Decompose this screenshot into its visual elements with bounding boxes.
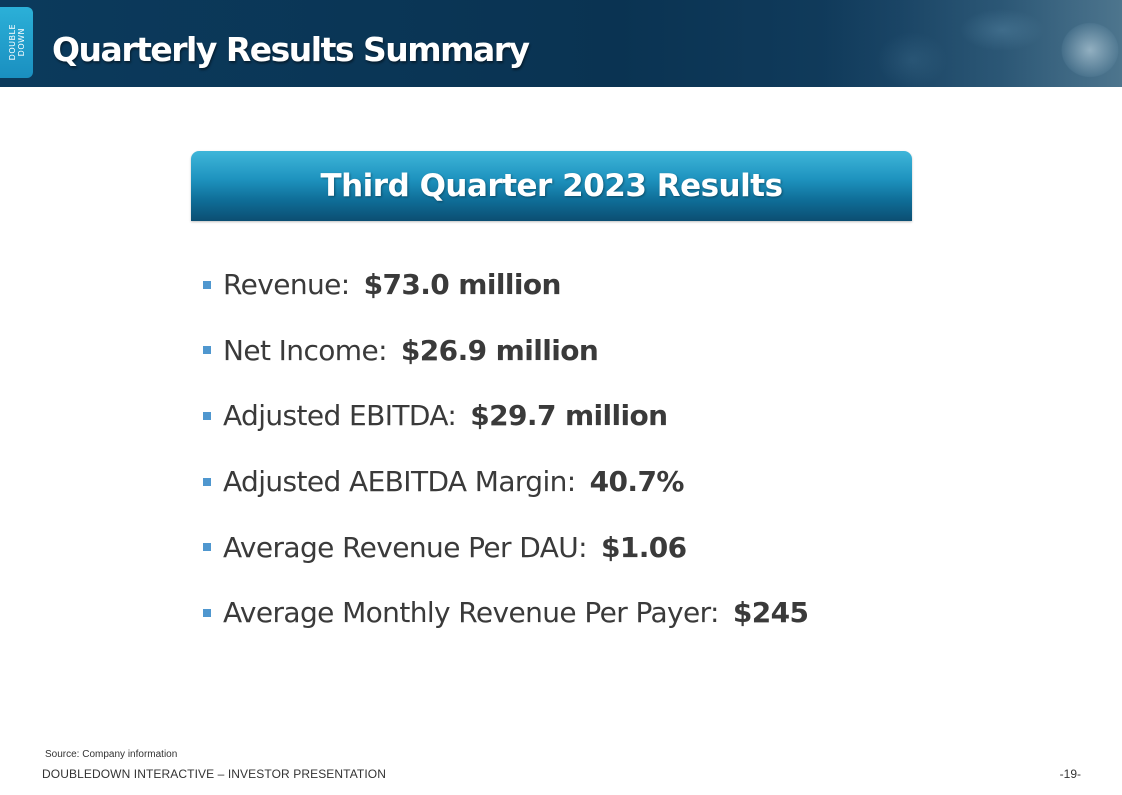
square-bullet-icon [203, 346, 211, 355]
list-item: Average Monthly Revenue Per Payer: $245 [203, 580, 809, 646]
metric-label: Revenue: [223, 268, 350, 302]
metric-value: $1.06 [601, 530, 687, 564]
metric-value: $73.0 million [363, 268, 562, 302]
source-note: Source: Company information [45, 749, 178, 760]
results-banner: Third Quarter 2023 Results [191, 151, 912, 221]
logo-text: DOUBLE DOWN [7, 24, 26, 61]
metric-label: Average Monthly Revenue Per Payer: [223, 596, 720, 630]
metric-value: $29.7 million [470, 399, 668, 433]
list-item: Adjusted AEBITDA Margin: 40.7% [203, 449, 808, 515]
doubledown-logo: DOUBLE DOWN [0, 7, 33, 78]
square-bullet-icon [203, 411, 211, 420]
header-band: DOUBLE DOWN Quarterly Results Summary [0, 0, 1122, 87]
banner-title: Third Quarter 2023 Results [320, 168, 783, 204]
list-item: Net Income: $26.9 million [203, 318, 808, 384]
list-item: Average Revenue Per DAU: $1.06 [203, 514, 808, 580]
page-number: -19- [1059, 767, 1081, 781]
metric-label: Adjusted AEBITDA Margin: [223, 465, 576, 499]
square-bullet-icon [203, 608, 211, 617]
metric-value: 40.7% [589, 465, 685, 499]
list-item: Revenue: $73.0 million [203, 252, 808, 318]
square-bullet-icon [203, 543, 211, 552]
square-bullet-icon [203, 280, 211, 289]
list-item: Adjusted EBITDA: $29.7 million [203, 383, 808, 449]
square-bullet-icon [203, 477, 211, 486]
metric-value: $245 [732, 596, 809, 630]
metric-label: Net Income: [223, 333, 388, 367]
metric-value: $26.9 million [400, 333, 599, 367]
footer-company: DOUBLEDOWN INTERACTIVE – INVESTOR PRESEN… [42, 767, 386, 781]
metric-label: Average Revenue Per DAU: [223, 530, 588, 564]
page-title: Quarterly Results Summary [52, 30, 530, 69]
results-list: Revenue: $73.0 million Net Income: $26.9… [203, 252, 809, 646]
tiger-artwork [822, 0, 1122, 87]
metric-label: Adjusted EBITDA: [223, 399, 457, 433]
